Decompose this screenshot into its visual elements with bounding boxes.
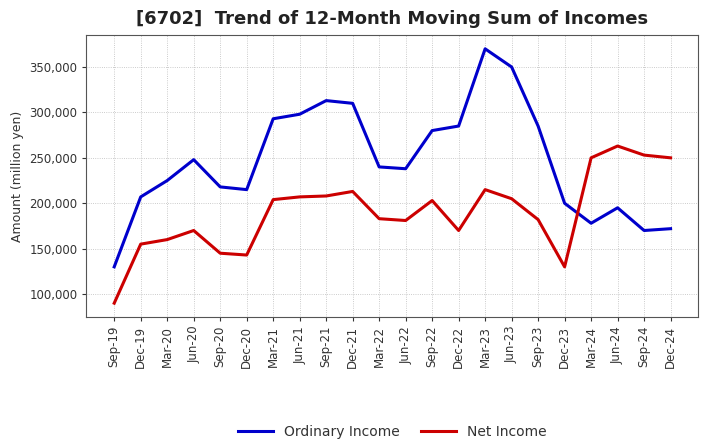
Net Income <box>428 198 436 203</box>
Ordinary Income <box>666 226 675 231</box>
Net Income <box>560 264 569 269</box>
Net Income <box>508 196 516 202</box>
Line: Ordinary Income: Ordinary Income <box>114 49 670 267</box>
Net Income <box>163 237 171 242</box>
Line: Net Income: Net Income <box>114 146 670 303</box>
Net Income <box>401 218 410 223</box>
Legend: Ordinary Income, Net Income: Ordinary Income, Net Income <box>233 419 552 440</box>
Net Income <box>269 197 277 202</box>
Net Income <box>454 228 463 233</box>
Ordinary Income <box>587 220 595 226</box>
Ordinary Income <box>269 116 277 121</box>
Net Income <box>348 189 357 194</box>
Ordinary Income <box>189 157 198 162</box>
Net Income <box>613 143 622 149</box>
Ordinary Income <box>481 46 490 51</box>
Ordinary Income <box>163 178 171 183</box>
Ordinary Income <box>322 98 330 103</box>
Net Income <box>322 193 330 198</box>
Ordinary Income <box>243 187 251 192</box>
Net Income <box>216 250 225 256</box>
Ordinary Income <box>110 264 119 269</box>
Net Income <box>587 155 595 161</box>
Ordinary Income <box>454 123 463 128</box>
Net Income <box>534 217 542 222</box>
Net Income <box>640 153 649 158</box>
Ordinary Income <box>295 112 304 117</box>
Net Income <box>295 194 304 199</box>
Net Income <box>481 187 490 192</box>
Ordinary Income <box>401 166 410 171</box>
Ordinary Income <box>375 164 384 169</box>
Net Income <box>375 216 384 221</box>
Ordinary Income <box>428 128 436 133</box>
Ordinary Income <box>508 64 516 70</box>
Ordinary Income <box>216 184 225 190</box>
Ordinary Income <box>348 101 357 106</box>
Y-axis label: Amount (million yen): Amount (million yen) <box>11 110 24 242</box>
Net Income <box>666 155 675 161</box>
Ordinary Income <box>560 201 569 206</box>
Net Income <box>189 228 198 233</box>
Ordinary Income <box>136 194 145 199</box>
Net Income <box>243 253 251 258</box>
Ordinary Income <box>613 205 622 210</box>
Ordinary Income <box>534 123 542 128</box>
Ordinary Income <box>640 228 649 233</box>
Net Income <box>110 301 119 306</box>
Net Income <box>136 242 145 247</box>
Title: [6702]  Trend of 12-Month Moving Sum of Incomes: [6702] Trend of 12-Month Moving Sum of I… <box>136 10 649 28</box>
